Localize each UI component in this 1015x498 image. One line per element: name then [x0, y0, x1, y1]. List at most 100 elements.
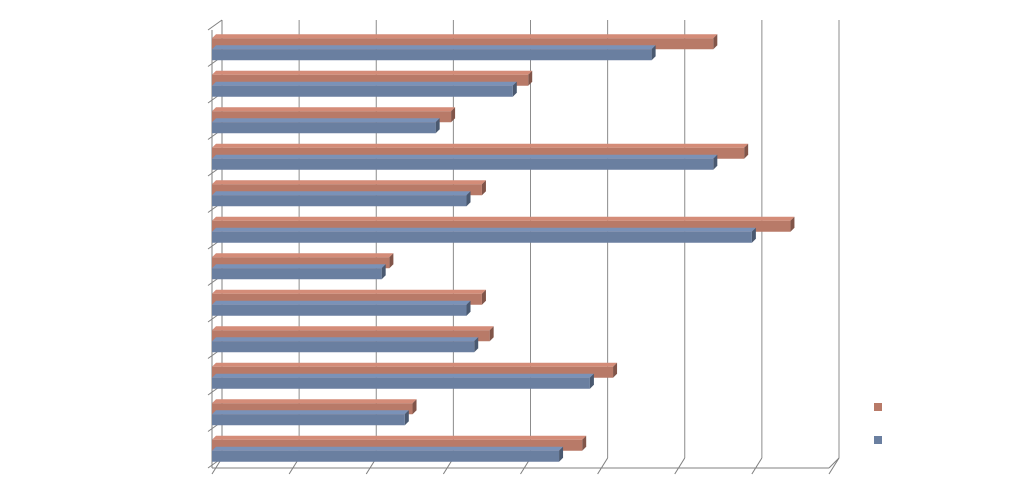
bar-top [212, 410, 409, 415]
bar [212, 435, 587, 451]
bar [212, 373, 594, 389]
bar-face [212, 85, 513, 97]
bar-side [589, 373, 594, 389]
bar-top [212, 446, 564, 451]
bar-side [790, 216, 795, 232]
legend-swatch [874, 403, 882, 411]
bar-face [212, 49, 652, 61]
legend-swatch [874, 436, 882, 444]
bar-face [212, 184, 482, 196]
bar-face [212, 111, 452, 123]
bar-side [466, 300, 471, 316]
bar [212, 118, 440, 134]
bar-side [512, 81, 517, 97]
bar-side [528, 70, 533, 86]
bar [212, 45, 656, 61]
bar-side [489, 326, 494, 342]
bar-face [212, 377, 590, 389]
x-axis-floor [828, 457, 840, 469]
bar-top [212, 45, 656, 50]
bar-face [212, 403, 413, 415]
y-tick [207, 19, 223, 31]
x-tick [674, 457, 686, 475]
bar-top [212, 154, 718, 159]
bar-top [212, 227, 756, 232]
bar [212, 81, 517, 97]
bar-face [212, 147, 745, 159]
bar [212, 289, 486, 305]
bar-face [212, 414, 405, 426]
bar [212, 34, 718, 50]
bar-side [651, 45, 656, 61]
bar-side [613, 362, 618, 378]
bar [212, 264, 386, 280]
bar-face [212, 439, 583, 451]
bar-face [212, 330, 490, 342]
bar-side [582, 435, 587, 451]
bar [212, 410, 409, 426]
bar-face [212, 341, 475, 353]
bar-top [212, 253, 394, 258]
bar [212, 191, 471, 207]
bar [212, 143, 749, 159]
bar-side [404, 410, 409, 426]
bar [212, 300, 471, 316]
bar-face [212, 231, 752, 243]
bar [212, 227, 756, 243]
bar-top [212, 216, 795, 221]
bar [212, 216, 795, 232]
bar-top [212, 373, 594, 378]
bar [212, 180, 486, 196]
bar-top [212, 300, 471, 305]
bar-side [474, 337, 479, 353]
bar-side [389, 253, 394, 269]
bar [212, 337, 479, 353]
bar-side [744, 143, 749, 159]
bar-side [751, 227, 756, 243]
bar-side [451, 107, 456, 123]
x-tick [828, 457, 840, 475]
x-tick [751, 457, 763, 475]
bar-face [212, 74, 529, 86]
bar-top [212, 362, 618, 367]
bar-face [212, 304, 467, 316]
bar-side [435, 118, 440, 134]
bar-top [212, 180, 486, 185]
bar-face [212, 122, 436, 134]
bar-top [212, 264, 386, 269]
bar-side [466, 191, 471, 207]
bar [212, 446, 564, 462]
bar-face [212, 450, 560, 462]
bar-side [559, 446, 564, 462]
bar-top [212, 399, 417, 404]
bar-face [212, 38, 714, 50]
bar [212, 70, 533, 86]
bar [212, 154, 718, 170]
bar-face [212, 158, 714, 170]
bar [212, 253, 394, 269]
x-tick [597, 457, 609, 475]
bar-side [481, 180, 486, 196]
bar [212, 107, 456, 123]
bar-top [212, 107, 456, 112]
bar-side [381, 264, 386, 280]
bar-side [412, 399, 417, 415]
bar [212, 399, 417, 415]
bar-top [212, 435, 587, 440]
bar-top [212, 289, 486, 294]
bar-top [212, 34, 718, 39]
bar [212, 362, 618, 378]
bar-top [212, 337, 479, 342]
bar-side [713, 154, 718, 170]
bar-face [212, 195, 467, 207]
bar-face [212, 257, 390, 269]
bar-side [481, 289, 486, 305]
bar-top [212, 326, 494, 331]
bar [212, 326, 494, 342]
bar-top [212, 143, 749, 148]
bar-face [212, 366, 614, 378]
bar-top [212, 81, 517, 86]
bar-top [212, 70, 533, 75]
bar-top [212, 191, 471, 196]
